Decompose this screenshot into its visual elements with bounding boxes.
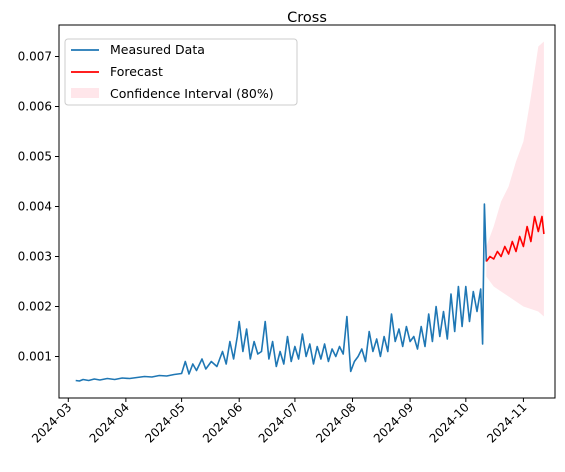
x-tick-label: 2024-07 xyxy=(256,400,301,445)
legend: Measured Data Forecast Confidence Interv… xyxy=(64,38,298,106)
y-tick-label: 0.006 xyxy=(18,100,52,114)
y-tick-label: 0.005 xyxy=(18,150,52,164)
x-tick-label: 2024-05 xyxy=(142,400,187,445)
x-tick-label: 2024-03 xyxy=(29,400,74,445)
x-tick-label: 2024-06 xyxy=(200,400,245,445)
plot-frame xyxy=(58,24,556,399)
plot-area xyxy=(75,41,545,382)
legend-label-confidence: Confidence Interval (80%) xyxy=(110,86,274,101)
legend-label-measured: Measured Data xyxy=(110,42,205,57)
y-tick-label: 0.004 xyxy=(18,200,52,214)
y-tick-label: 0.002 xyxy=(18,300,52,314)
chart-title: Cross xyxy=(287,10,327,26)
x-tick-label: 2024-10 xyxy=(427,400,472,445)
series-line-measured-data xyxy=(75,203,488,382)
legend-box xyxy=(64,38,298,106)
series-line-forecast xyxy=(485,215,545,262)
legend-label-forecast: Forecast xyxy=(110,64,163,79)
x-tick-label: 2024-11 xyxy=(484,400,529,445)
axes: 0.001 0.002 0.003 0.004 0.005 0.006 0.007 2024-… xyxy=(18,50,530,446)
y-tick-label: 0.003 xyxy=(18,250,52,264)
y-tick-label: 0.007 xyxy=(18,50,52,64)
confidence-band xyxy=(486,41,544,317)
x-tick-label: 2024-04 xyxy=(87,400,132,445)
x-tick-label: 2024-08 xyxy=(313,400,358,445)
x-tick-label: 2024-09 xyxy=(371,400,416,445)
y-tick-label: 0.001 xyxy=(18,350,52,364)
legend-swatch-confidence xyxy=(71,88,99,98)
